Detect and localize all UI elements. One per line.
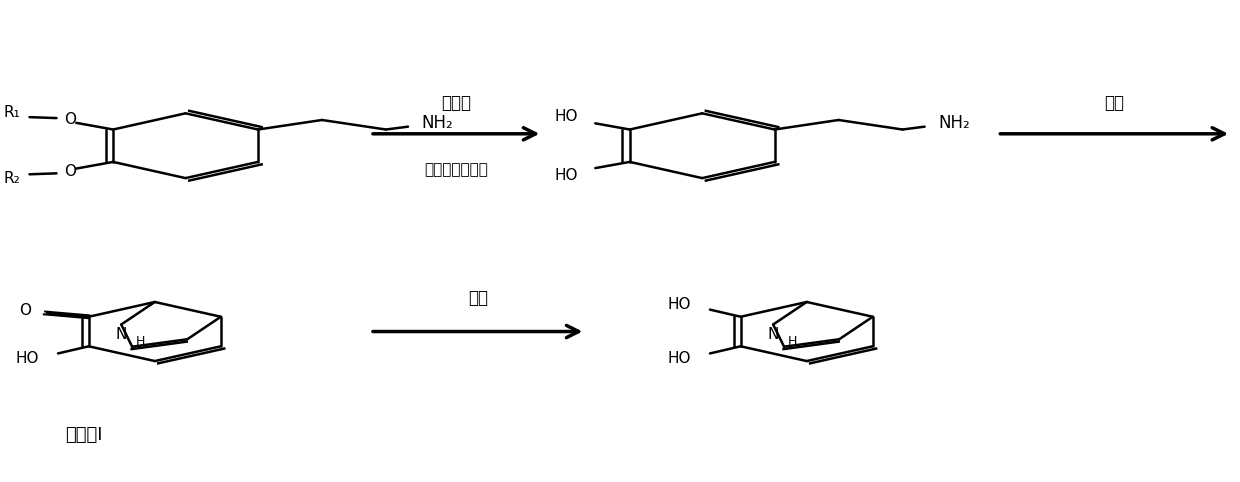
Text: HO: HO xyxy=(16,351,38,366)
Text: N: N xyxy=(115,327,126,343)
Text: O: O xyxy=(64,112,76,127)
Text: N: N xyxy=(768,327,779,343)
Text: 加热，有机溶剂: 加热，有机溶剂 xyxy=(424,162,489,177)
Text: O: O xyxy=(64,164,76,179)
Text: 化合物I: 化合物I xyxy=(64,427,102,444)
Text: HO: HO xyxy=(667,297,691,312)
Text: 还原: 还原 xyxy=(467,289,487,307)
Text: NH₂: NH₂ xyxy=(939,114,970,132)
Text: O: O xyxy=(19,303,31,318)
Text: NH₂: NH₂ xyxy=(422,114,454,132)
Text: H: H xyxy=(136,335,145,348)
Text: HO: HO xyxy=(554,108,578,124)
Text: HO: HO xyxy=(554,168,578,183)
Text: R₁: R₁ xyxy=(4,106,21,120)
Text: R₂: R₂ xyxy=(4,171,21,186)
Text: HO: HO xyxy=(667,351,691,366)
Text: H: H xyxy=(789,335,797,348)
Text: 氧化: 氧化 xyxy=(1105,94,1125,112)
Text: 催化剂: 催化剂 xyxy=(441,94,471,112)
